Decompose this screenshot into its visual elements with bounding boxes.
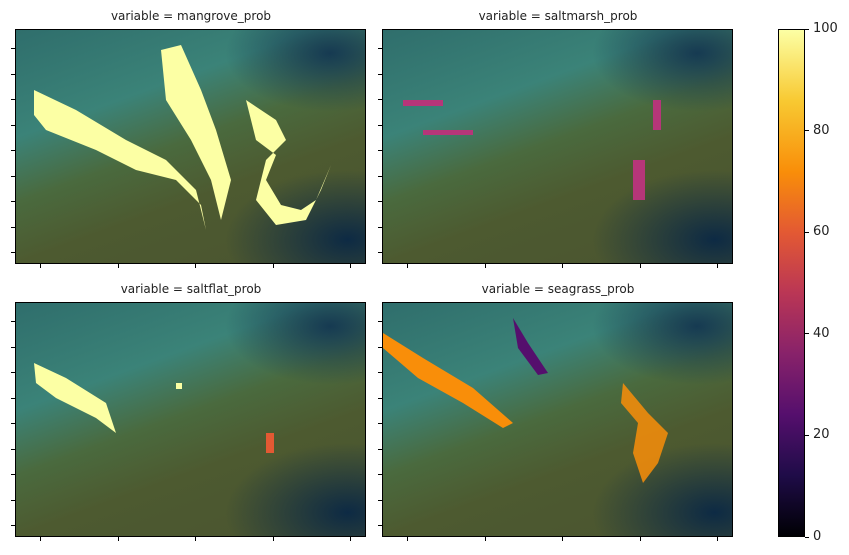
axis-tick: [378, 150, 382, 151]
axis-tick: [378, 226, 382, 228]
panel-seagrass: [382, 302, 733, 537]
axis-tick: [272, 537, 274, 541]
saltflat-pixels: [176, 383, 182, 389]
saltflat-region: [34, 363, 116, 433]
axis-tick: [717, 264, 718, 268]
axis-tick: [378, 525, 382, 526]
seagrass-region: [513, 318, 548, 375]
axis-tick: [378, 73, 382, 75]
saltmarsh-pixels: [403, 100, 443, 106]
colorbar: [778, 29, 805, 537]
axis-tick: [378, 423, 382, 424]
seagrass-region: [383, 333, 513, 428]
axis-tick: [11, 252, 15, 253]
axis-tick: [378, 321, 382, 322]
axis-tick: [350, 537, 351, 541]
axis-tick: [11, 124, 15, 126]
panel-mangrove: [15, 29, 366, 264]
colorbar-tick: [805, 28, 809, 30]
axis-tick: [639, 537, 641, 541]
axis-tick: [40, 537, 41, 541]
axis-tick: [11, 423, 15, 424]
colorbar-tick: [805, 434, 809, 436]
colorbar-tick-label: 60: [813, 224, 830, 240]
axis-tick: [11, 525, 15, 526]
axis-tick: [378, 252, 382, 253]
colorbar-tick-label: 40: [813, 325, 830, 341]
saltmarsh-pixels: [653, 100, 661, 130]
axis-tick: [407, 264, 408, 268]
axis-tick: [717, 537, 718, 541]
panel-saltflat: [15, 302, 366, 537]
axis-tick: [350, 264, 351, 268]
title-seagrass: variable = seagrass_prob: [481, 282, 635, 296]
colorbar-tick: [805, 231, 809, 233]
colorbar-tick-label: 80: [813, 122, 830, 138]
axis-tick: [378, 124, 382, 126]
axis-tick: [40, 264, 41, 268]
axis-tick: [407, 537, 408, 541]
axis-tick: [378, 201, 382, 202]
seagrass-region: [621, 383, 668, 483]
saltflat-pixels: [266, 433, 274, 453]
colorbar-tick: [805, 536, 809, 538]
axis-tick: [378, 372, 382, 373]
axis-tick: [11, 99, 15, 100]
colorbar-tick-label: 20: [813, 427, 830, 443]
axis-tick: [117, 264, 119, 268]
axis-tick: [11, 226, 15, 228]
axis-tick: [11, 48, 15, 49]
axis-tick: [378, 499, 382, 501]
axis-tick: [378, 448, 382, 450]
mangrove-overlay: [34, 45, 331, 230]
mangrove-region: [246, 100, 331, 225]
axis-tick: [378, 99, 382, 100]
colorbar-tick: [805, 130, 809, 132]
axis-tick: [378, 474, 382, 475]
colorbar-tick-label: 0: [813, 529, 822, 544]
panel-saltmarsh: [382, 29, 733, 264]
axis-tick: [562, 537, 563, 541]
colorbar-tick-label: 100: [813, 21, 838, 36]
axis-tick: [11, 474, 15, 475]
title-saltmarsh: variable = saltmarsh_prob: [478, 9, 638, 23]
axis-tick: [378, 346, 382, 348]
axis-tick: [11, 448, 15, 450]
axis-tick: [11, 321, 15, 322]
axis-tick: [378, 397, 382, 399]
axis-tick: [11, 150, 15, 151]
axis-tick: [562, 264, 563, 268]
axis-tick: [11, 397, 15, 399]
axis-tick: [11, 499, 15, 501]
axis-tick: [484, 537, 486, 541]
axis-tick: [11, 73, 15, 75]
saltflat-overlay: [34, 363, 274, 453]
title-mangrove: variable = mangrove_prob: [110, 9, 272, 23]
axis-tick: [272, 264, 274, 268]
axis-tick: [11, 372, 15, 373]
saltmarsh-pixels: [633, 160, 645, 200]
axis-tick: [117, 537, 119, 541]
axis-tick: [11, 175, 15, 177]
axis-tick: [195, 264, 196, 268]
axis-tick: [639, 264, 641, 268]
axis-tick: [484, 264, 486, 268]
title-saltflat: variable = saltflat_prob: [120, 282, 262, 296]
saltmarsh-pixels: [423, 130, 473, 135]
axis-tick: [11, 201, 15, 202]
axis-tick: [378, 48, 382, 49]
axis-tick: [378, 175, 382, 177]
axis-tick: [11, 346, 15, 348]
mangrove-region: [161, 45, 231, 220]
colorbar-tick: [805, 333, 809, 335]
saltmarsh-overlay: [403, 100, 661, 200]
seagrass-overlay: [383, 318, 668, 483]
axis-tick: [195, 537, 196, 541]
mangrove-region: [34, 90, 206, 230]
